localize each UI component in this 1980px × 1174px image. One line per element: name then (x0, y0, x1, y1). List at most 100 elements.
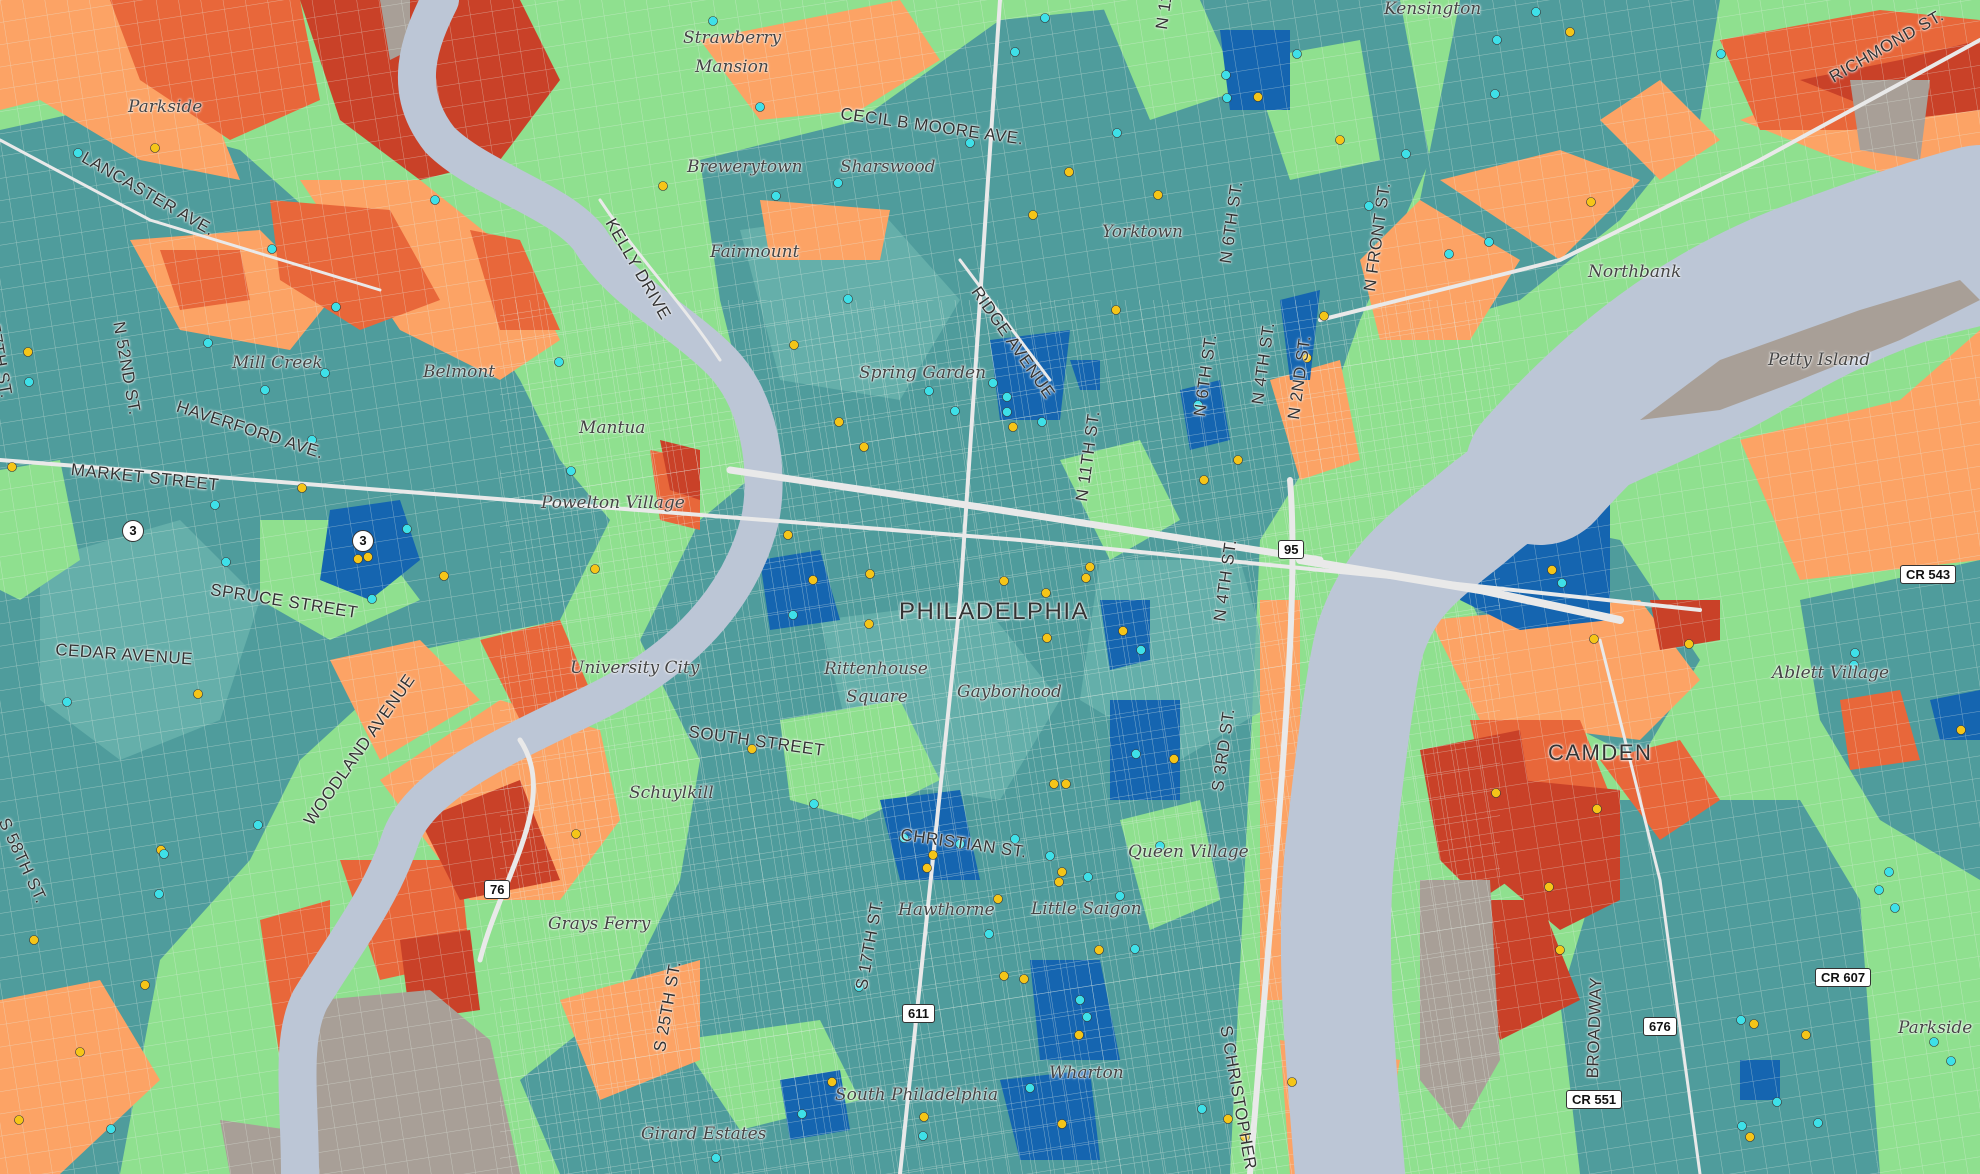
city-label-philadelphia: PHILADELPHIA (899, 598, 1090, 625)
marker-cyan (771, 191, 781, 201)
label-mansion: Mansion (695, 57, 769, 77)
label-parkside: Parkside (128, 97, 203, 117)
route-shield-cr543: CR 543 (1900, 565, 1957, 584)
marker-cyan (1484, 237, 1494, 247)
label-wharton: Wharton (1049, 1063, 1124, 1083)
marker-yellow (193, 689, 203, 699)
marker-yellow (1118, 626, 1128, 636)
marker-yellow (29, 935, 39, 945)
route-shield-95: 95 (1278, 540, 1305, 559)
lancaster-road (0, 138, 382, 292)
marker-yellow (1745, 1132, 1755, 1142)
kelly-drive-road (598, 198, 722, 362)
marker-yellow (1302, 353, 1312, 363)
schuylkill-river (278, 0, 783, 1174)
marker-cyan (965, 138, 975, 148)
marker-cyan (809, 799, 819, 809)
marker-yellow (658, 181, 668, 191)
marker-cyan (24, 377, 34, 387)
marker-cyan (154, 889, 164, 899)
marker-cyan (1874, 885, 1884, 895)
marker-cyan (210, 500, 220, 510)
marker-cyan (566, 466, 576, 476)
marker-yellow (1684, 639, 1694, 649)
label-queen-village: Queen Village (1128, 842, 1249, 862)
marker-cyan (950, 406, 960, 416)
marker-yellow (1749, 1019, 1759, 1029)
marker-yellow (783, 530, 793, 540)
marker-cyan (221, 557, 231, 567)
marker-yellow (1223, 1114, 1233, 1124)
label-fairmount: Fairmount (710, 242, 800, 262)
marker-yellow (297, 483, 307, 493)
marker-yellow (922, 863, 932, 873)
marker-yellow (1491, 788, 1501, 798)
marker-yellow (1085, 562, 1095, 572)
marker-yellow (859, 442, 869, 452)
marker-yellow (75, 1047, 85, 1057)
marker-cyan (402, 524, 412, 534)
label-kensington: Kensington (1384, 0, 1482, 19)
label-northbank: Northbank (1588, 262, 1682, 282)
marker-cyan (955, 839, 965, 849)
marker-yellow (1555, 945, 1565, 955)
marker-cyan (788, 610, 798, 620)
marker-cyan (854, 982, 864, 992)
marker-yellow (363, 552, 373, 562)
marker-cyan (267, 244, 277, 254)
marker-cyan (1136, 645, 1146, 655)
marker-cyan (1082, 1012, 1092, 1022)
label-brewerytown: Brewerytown (687, 157, 803, 177)
marker-cyan (1221, 70, 1231, 80)
marker-cyan (1557, 578, 1567, 588)
marker-cyan (430, 195, 440, 205)
marker-cyan (1946, 1056, 1956, 1066)
marker-yellow (865, 569, 875, 579)
marker-yellow (1028, 210, 1038, 220)
marker-cyan (1025, 1083, 1035, 1093)
marker-yellow (1544, 882, 1554, 892)
label-powelton-village: Powelton Village (541, 493, 685, 513)
marker-cyan (62, 697, 72, 707)
label-schuylkill: Schuylkill (629, 783, 714, 803)
marker-cyan (1492, 35, 1502, 45)
marker-yellow (919, 1112, 929, 1122)
marker-cyan (1890, 903, 1900, 913)
marker-cyan (253, 820, 263, 830)
marker-yellow (14, 1115, 24, 1125)
route-shield-3: 3 (352, 530, 374, 552)
label-yorktown: Yorktown (1102, 222, 1183, 242)
route-shield-76: 76 (484, 880, 511, 899)
marker-cyan (843, 294, 853, 304)
marker-cyan (1736, 1015, 1746, 1025)
delaware-river-upper (1465, 145, 1980, 545)
marker-cyan (1037, 417, 1047, 427)
marker-yellow (747, 744, 757, 754)
marker-yellow (864, 619, 874, 629)
marker-cyan (260, 385, 270, 395)
broad-street-road (898, 0, 1002, 1174)
marker-yellow (571, 829, 581, 839)
marker-cyan (1401, 149, 1411, 159)
marker-yellow (1094, 945, 1104, 955)
label-parkside-camden: Parkside (1898, 1018, 1973, 1038)
marker-cyan (1131, 749, 1141, 759)
marker-cyan (1490, 89, 1500, 99)
marker-yellow (999, 576, 1009, 586)
marker-cyan (1075, 995, 1085, 1005)
marker-yellow (1592, 804, 1602, 814)
marker-yellow (1801, 1030, 1811, 1040)
marker-yellow (1586, 197, 1596, 207)
marker-cyan (1364, 201, 1374, 211)
marker-yellow (439, 571, 449, 581)
route-shield-cr551: CR 551 (1566, 1090, 1623, 1109)
marker-yellow (789, 340, 799, 350)
street-broadway: BROADWAY (1583, 976, 1606, 1079)
point-markers (7, 7, 1966, 1163)
marker-cyan (203, 338, 213, 348)
label-strawberry: Strawberry (683, 28, 782, 48)
label-grays-ferry: Grays Ferry (548, 914, 651, 934)
